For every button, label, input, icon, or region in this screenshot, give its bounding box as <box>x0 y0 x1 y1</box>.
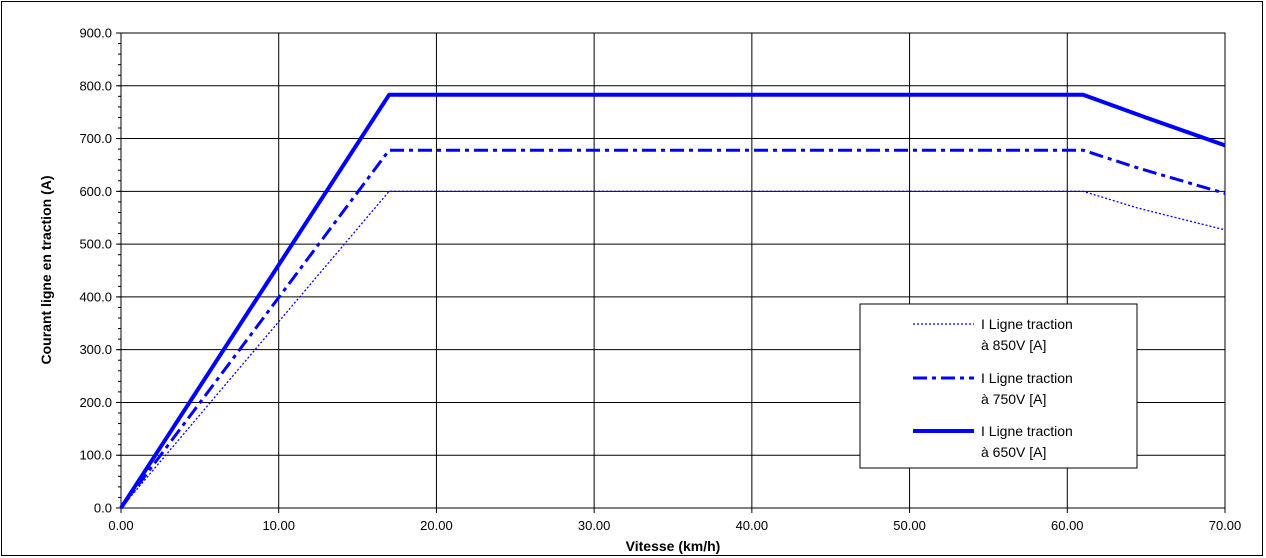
y-tick-label: 400.0 <box>79 289 112 304</box>
legend: I Ligne traction à 850V [A] I Ligne tracti… <box>859 303 1138 469</box>
x-tick-label: 50.00 <box>893 518 926 533</box>
y-tick-label: 500.0 <box>79 237 112 252</box>
legend-label: à 650V [A] <box>981 444 1046 460</box>
legend-label: I Ligne traction <box>981 370 1073 386</box>
x-tick-label: 60.00 <box>1051 518 1084 533</box>
y-tick-label: 900.0 <box>79 26 112 41</box>
y-tick-label: 600.0 <box>79 184 112 199</box>
y-tick-label: 100.0 <box>79 448 112 463</box>
x-tick-label: 40.00 <box>736 518 769 533</box>
series-line-2 <box>119 148 1226 509</box>
legend-box <box>859 303 1138 469</box>
legend-label: à 850V [A] <box>981 337 1046 353</box>
y-tick-label: 300.0 <box>79 342 112 357</box>
y-tick-label: 800.0 <box>79 78 112 93</box>
series-line-1 <box>120 190 1226 509</box>
x-tick-label: 30.00 <box>578 518 611 533</box>
series-line-3 <box>119 92 1226 510</box>
legend-label: à 750V [A] <box>981 391 1046 407</box>
x-tick-label: 10.00 <box>262 518 295 533</box>
x-axis-title: Vitesse (km/h) <box>626 538 721 554</box>
y-axis-title: Courant ligne en traction (A) <box>38 176 54 365</box>
y-tick-label: 700.0 <box>79 131 112 146</box>
x-tick-label: 0.00 <box>108 518 133 533</box>
y-tick-label: 200.0 <box>79 395 112 410</box>
y-axis-ticks: 0.0 100.0 200.0 300.0 400.0 500.0 600.0 700.0 80… <box>79 26 121 516</box>
series-lines <box>119 92 1226 510</box>
plot-area <box>120 32 1226 509</box>
y-tick-label: 0.0 <box>94 501 112 516</box>
legend-label: I Ligne traction <box>981 316 1073 332</box>
x-tick-label: 20.00 <box>420 518 453 533</box>
legend-label: I Ligne traction <box>981 423 1073 439</box>
x-tick-label: 70.00 <box>1209 518 1242 533</box>
x-axis-ticks: 0.00 10.00 20.00 30.00 40.00 50.00 60.00 70.00 <box>108 508 1241 533</box>
